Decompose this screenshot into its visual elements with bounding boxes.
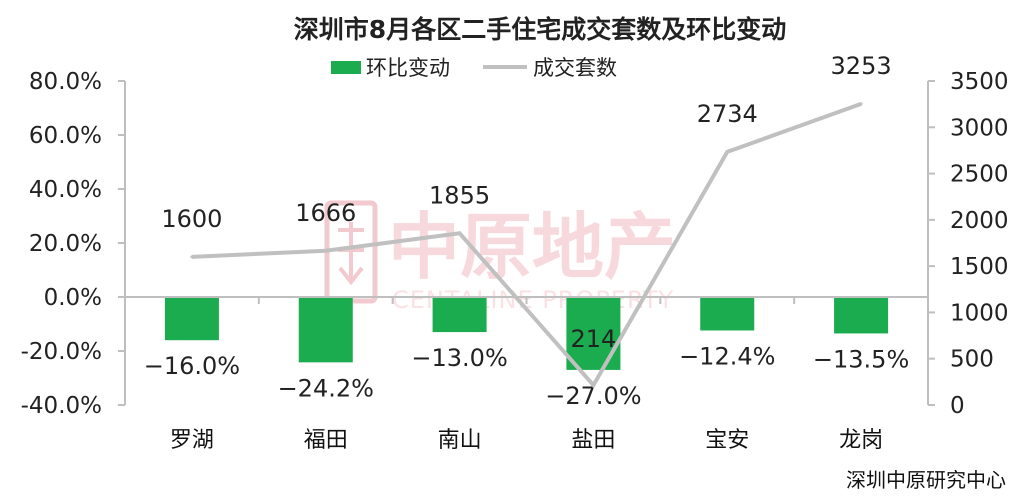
right-tick-label: 2500 <box>950 162 1009 188</box>
line-data-label: 3253 <box>831 52 892 80</box>
legend: 环比变动 成交套数 <box>331 56 617 80</box>
right-tick-label: 1500 <box>950 254 1009 280</box>
line-point <box>859 102 863 106</box>
bar-data-label: −24.2% <box>278 374 374 402</box>
category-label: 宝安 <box>705 428 749 453</box>
bar <box>834 297 889 334</box>
bar-data-label: −13.5% <box>813 345 909 373</box>
left-axis: -40.0% -20.0% 0.0% 20.0% 40.0% 60.0% 80.0% <box>21 69 126 419</box>
right-axis: 0 500 1000 1500 2000 2500 3000 3500 <box>927 69 1009 419</box>
left-tick-label: -40.0% <box>21 393 102 419</box>
category-label: 盐田 <box>571 428 615 453</box>
bar <box>432 297 487 333</box>
line-point <box>591 383 595 387</box>
category-label: 福田 <box>304 428 348 453</box>
line-data-label: 1855 <box>429 181 490 209</box>
category-axis: 罗湖 福田 南山 盐田 宝安 龙岗 <box>124 296 929 453</box>
legend-bar-label: 环比变动 <box>366 56 450 80</box>
bar <box>164 297 219 341</box>
line-point <box>725 150 729 154</box>
legend-line-label: 成交套数 <box>533 56 617 80</box>
right-tick-label: 0 <box>950 393 965 419</box>
left-tick-label: 60.0% <box>29 123 102 149</box>
left-tick-label: 20.0% <box>29 231 102 257</box>
legend-bar-swatch <box>331 61 361 74</box>
line-data-label: 1666 <box>295 199 356 227</box>
bar <box>700 297 755 331</box>
left-tick-label: 0.0% <box>44 285 102 311</box>
source-label: 深圳中原研究中心 <box>846 468 1006 492</box>
left-tick-label: 40.0% <box>29 177 102 203</box>
line-series: 1600 1666 1855 214 2734 3253 <box>161 52 892 389</box>
line-data-label: 214 <box>571 325 617 353</box>
bar-data-label: −12.4% <box>679 342 775 370</box>
chart-title: 深圳市8月各区二手住宅成交套数及环比变动 <box>294 15 786 44</box>
bar-series: −16.0%−24.2%−13.0%−27.0%−12.4% −13.5% <box>144 297 909 410</box>
right-tick-label: 3000 <box>950 115 1009 141</box>
category-label: 罗湖 <box>170 428 214 453</box>
left-tick-label: 80.0% <box>29 69 102 95</box>
watermark-cn: 中原地产 <box>388 205 676 289</box>
line-point <box>190 255 194 259</box>
line-data-label: 1600 <box>161 205 222 233</box>
line-point <box>324 249 328 253</box>
right-tick-label: 3500 <box>950 69 1009 95</box>
right-tick-label: 2000 <box>950 208 1009 234</box>
category-label: 龙岗 <box>839 428 883 453</box>
bar <box>298 297 353 363</box>
category-label: 南山 <box>438 428 482 453</box>
bar-data-label: −13.0% <box>411 344 507 372</box>
line-point <box>458 231 462 235</box>
right-tick-label: 500 <box>950 347 994 373</box>
left-tick-label: -20.0% <box>21 339 102 365</box>
line-data-label: 2734 <box>697 100 758 128</box>
bar-data-label: −16.0% <box>144 352 240 380</box>
series-line <box>191 101 862 389</box>
right-tick-label: 1000 <box>950 300 1009 326</box>
